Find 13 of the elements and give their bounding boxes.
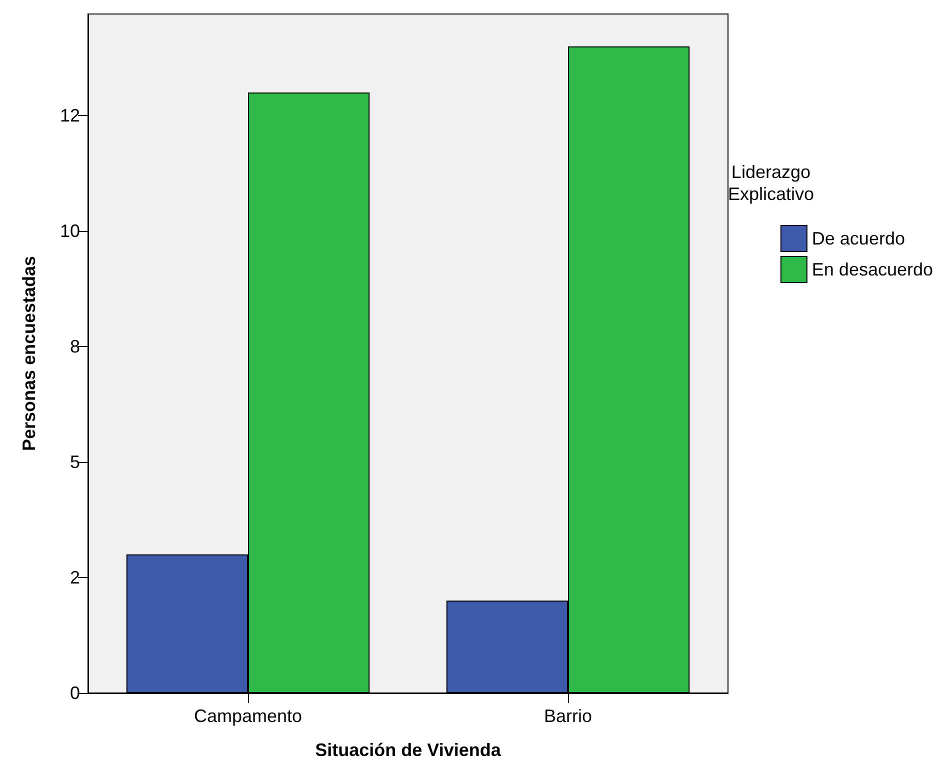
x-tick-label: Campamento (194, 706, 302, 726)
y-tick-label: 12 (60, 106, 80, 126)
y-tick-label: 5 (70, 452, 80, 472)
y-tick-label: 8 (70, 336, 80, 357)
y-axis-title: Personas encuestadas (19, 256, 39, 452)
x-axis-title: Situación de Vivienda (315, 740, 502, 760)
y-tick-label: 0 (70, 683, 80, 703)
x-tick-label: Barrio (544, 706, 592, 726)
legend-label: De acuerdo (812, 228, 905, 248)
y-tick-label: 2 (70, 568, 80, 588)
y-tick-label: 10 (60, 221, 80, 242)
legend-label: En desacuerdo (812, 260, 934, 280)
legend-title: Liderazgo Explicativo (728, 162, 814, 204)
